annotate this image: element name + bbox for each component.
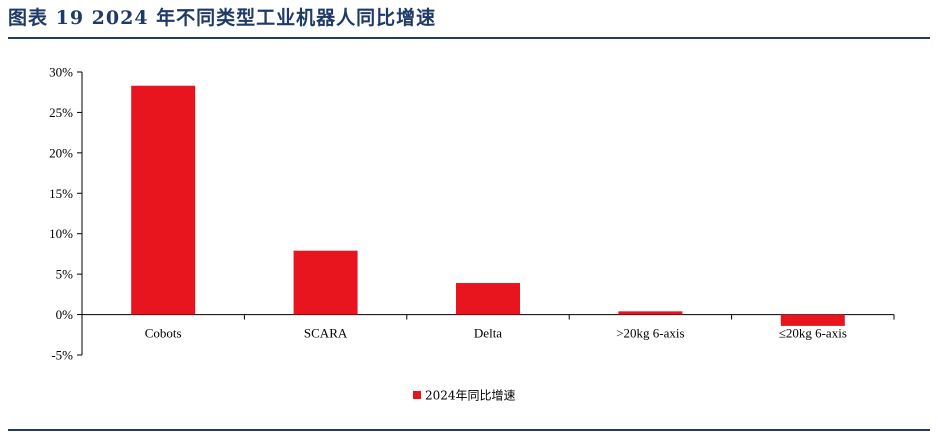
figure-title: 图表 19 2024 年不同类型工业机器人同比增速: [8, 7, 437, 29]
category-label: Delta: [474, 326, 502, 341]
legend-label: 2024年同比增速: [425, 389, 516, 403]
y-tick-label: 15%: [49, 186, 73, 201]
y-tick-label: 20%: [49, 145, 73, 160]
y-tick-label: 10%: [49, 226, 73, 241]
legend: 2024年同比增速: [413, 389, 516, 403]
category-label: ≤20kg 6-axis: [779, 326, 847, 341]
legend-swatch: [413, 391, 421, 399]
y-tick-label: 25%: [49, 105, 73, 120]
category-label: SCARA: [304, 326, 348, 341]
y-tick-label: 5%: [56, 267, 74, 282]
y-tick-label: 0%: [56, 307, 74, 322]
y-axis: 30% 25% 20% 15% 10% 5% 0% -5%: [49, 65, 83, 363]
y-tick-label: 30%: [49, 65, 73, 80]
bar: [780, 314, 845, 326]
category-label: Cobots: [145, 326, 182, 341]
x-axis: [81, 314, 895, 320]
bar: [293, 250, 358, 315]
category-labels: Cobots SCARA Delta >20kg 6-axis ≤20kg 6-axis: [145, 326, 847, 341]
category-label: >20kg 6-axis: [616, 326, 684, 341]
bar-series: [131, 85, 845, 326]
bottom-rule: [8, 429, 930, 431]
bar: [456, 283, 520, 315]
bar: [131, 85, 196, 315]
bar: [618, 311, 683, 315]
y-tick-label: -5%: [51, 348, 73, 363]
title-rule: [8, 37, 930, 39]
